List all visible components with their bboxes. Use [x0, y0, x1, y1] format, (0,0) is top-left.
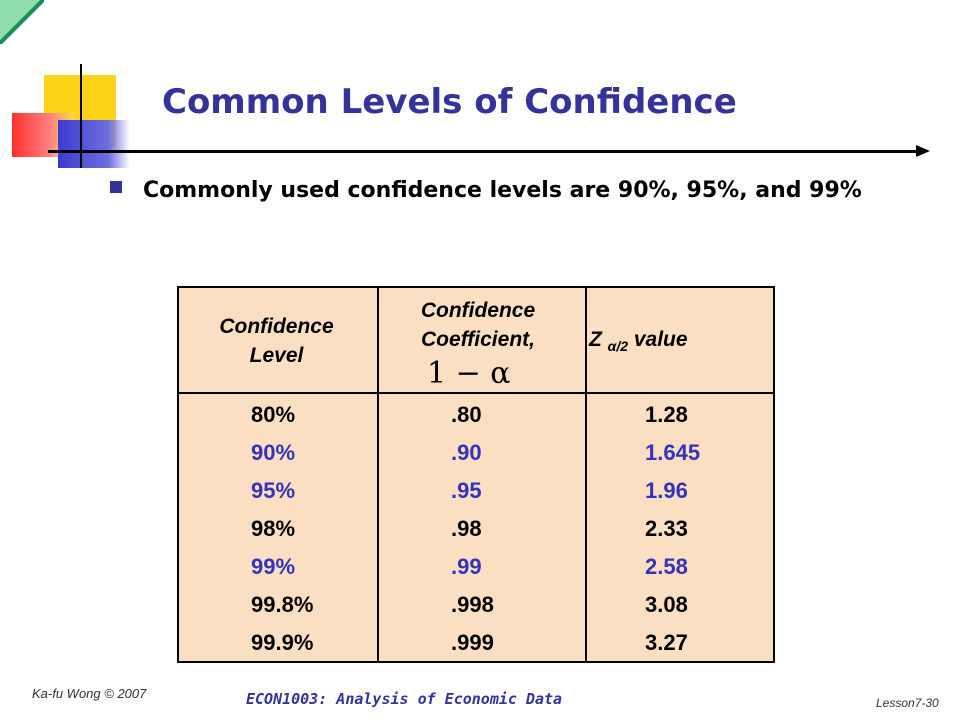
formula-one-minus-alpha: 1 − α [427, 356, 511, 391]
corner-triangle-decoration [0, 0, 44, 44]
table-cell-z: 1.645 [645, 440, 701, 465]
table-cell-z: 2.58 [645, 554, 688, 579]
header-divider [179, 392, 773, 394]
table-cell-z: 3.27 [645, 630, 688, 655]
footer-course: ECON1003: Analysis of Economic Data [246, 690, 563, 708]
slide-title: Common Levels of Confidence [162, 82, 737, 122]
bullet-square-icon [110, 181, 122, 193]
column-z-value: 1.28 1.645 1.96 2.33 2.58 3.08 3.27 [645, 396, 700, 662]
table-cell-level: 95% [251, 478, 296, 503]
table-cell-coefficient: .90 [451, 440, 482, 465]
header-confidence-coefficient: Confidence Coefficient, [420, 299, 536, 351]
table-cell-level: 99% [251, 554, 296, 579]
vertical-rule [80, 64, 82, 168]
column-divider [377, 288, 379, 661]
table-cell-z: 1.96 [645, 478, 688, 503]
table-cell-z: 3.08 [645, 592, 688, 617]
table-cell-coefficient: .999 [451, 630, 494, 655]
table-cell-level: 99.9% [251, 630, 314, 655]
z-symbol: Z [589, 328, 602, 351]
column-confidence-level: 80% 90% 95% 98% 99% 99.8% 99.9% [251, 396, 313, 662]
table-cell-level: 90% [251, 440, 296, 465]
table-cell-coefficient: .80 [451, 402, 482, 427]
table-cell-z: 2.33 [645, 516, 688, 541]
blue-square-decoration [58, 120, 130, 168]
bullet-text: Commonly used confidence levels are 90%,… [143, 178, 862, 203]
table-cell-coefficient: .998 [451, 592, 494, 617]
confidence-table: Confidence Level Confidence Coefficient,… [177, 286, 775, 663]
arrow-icon [916, 145, 930, 157]
table-cell-level: 80% [251, 402, 296, 427]
table-cell-level: 99.8% [251, 592, 314, 617]
header-confidence-level: Confidence Level [219, 315, 334, 367]
column-divider [585, 288, 587, 661]
table-cell-level: 98% [251, 516, 296, 541]
table-cell-z: 1.28 [645, 402, 688, 427]
table-cell-coefficient: .95 [451, 478, 482, 503]
table-cell-coefficient: .99 [451, 554, 482, 579]
z-subscript: α/2 [607, 338, 629, 354]
footer-page-number: Lesson7-30 [876, 696, 939, 710]
footer-author: Ka-fu Wong © 2007 [32, 686, 147, 701]
table-cell-coefficient: .98 [451, 516, 482, 541]
z-value-label: value [628, 328, 688, 351]
title-underline [48, 150, 920, 153]
column-confidence-coefficient: .80 .90 .95 .98 .99 .998 .999 [451, 396, 494, 662]
header-z-value: Z α/2 value [589, 328, 688, 354]
